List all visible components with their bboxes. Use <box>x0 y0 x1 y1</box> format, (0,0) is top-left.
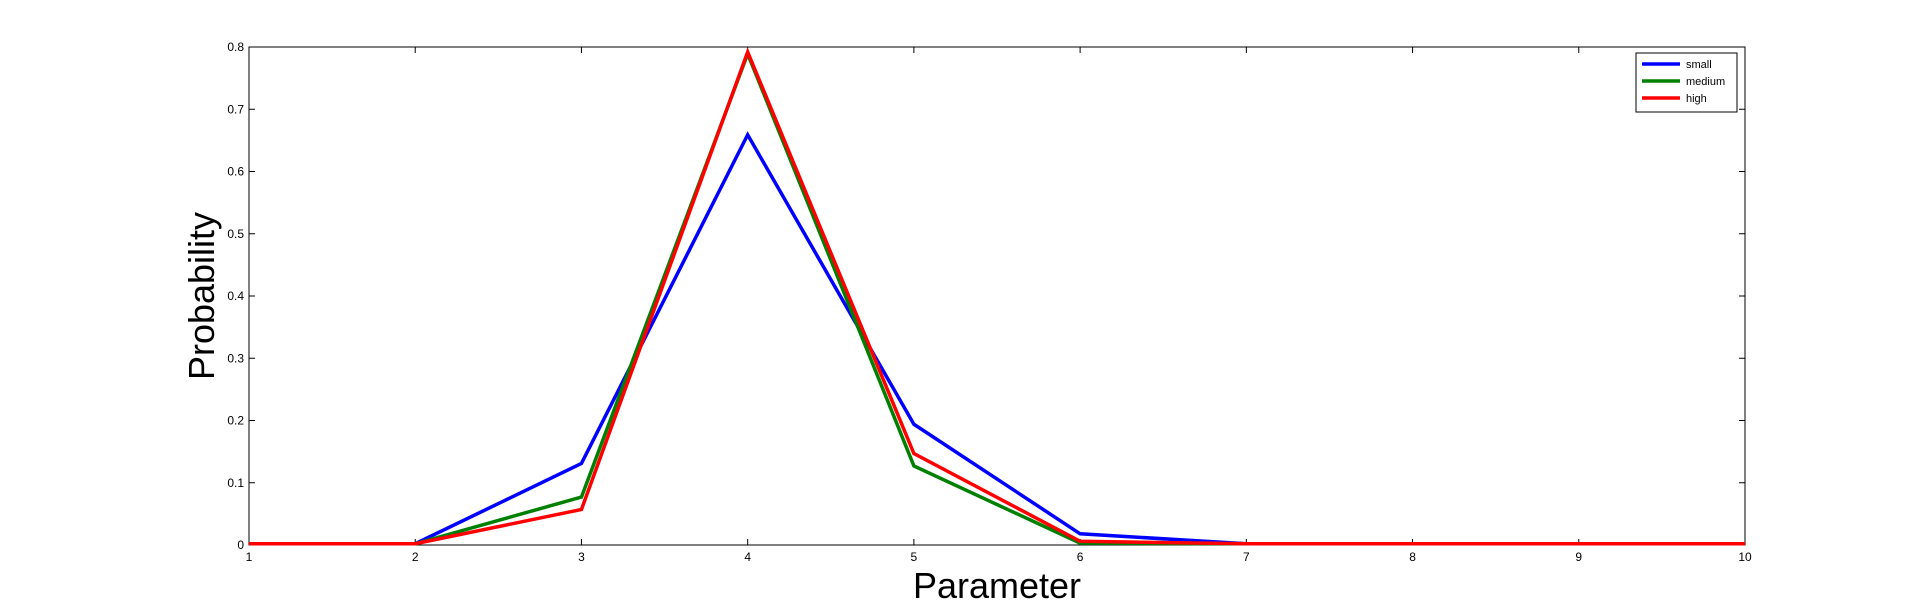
y-tick-label: 0.3 <box>227 351 244 365</box>
x-tick-label: 5 <box>911 550 918 564</box>
series-layer <box>249 47 1745 546</box>
x-tick-label: 1 <box>246 550 253 564</box>
y-tick-label: 0.6 <box>227 165 244 179</box>
y-tick-label: 0.2 <box>227 414 244 428</box>
x-tick-label: 4 <box>744 550 751 564</box>
legend-label-small: small <box>1686 59 1712 71</box>
y-tick-label: 0 <box>237 538 244 552</box>
plot-box <box>248 46 1746 546</box>
legend-label-high: high <box>1686 93 1707 105</box>
y-tick-label: 0.7 <box>227 102 244 116</box>
y-axis-title: Probability <box>181 212 222 380</box>
y-axis-ticks: 0 0.1 0.2 0.3 0.4 0.5 0.6 0.7 0.8 <box>227 40 1745 552</box>
x-tick-label: 8 <box>1409 550 1416 564</box>
x-tick-label: 6 <box>1077 550 1084 564</box>
y-tick-label: 0.1 <box>227 476 244 490</box>
x-tick-label: 7 <box>1243 550 1250 564</box>
x-tick-label: 2 <box>412 550 419 564</box>
x-tick-label: 3 <box>578 550 585 564</box>
plot-area <box>248 46 1746 546</box>
y-tick-label: 0.8 <box>227 40 244 54</box>
series-line-high <box>249 47 1745 546</box>
x-tick-label: 9 <box>1575 550 1582 564</box>
legend-label-medium: medium <box>1686 76 1725 88</box>
x-tick-label: 10 <box>1738 550 1752 564</box>
x-axis-title: Parameter <box>913 565 1081 606</box>
legend: small medium high <box>1635 52 1738 113</box>
y-tick-label: 0.4 <box>227 289 244 303</box>
y-tick-label: 0.5 <box>227 227 244 241</box>
